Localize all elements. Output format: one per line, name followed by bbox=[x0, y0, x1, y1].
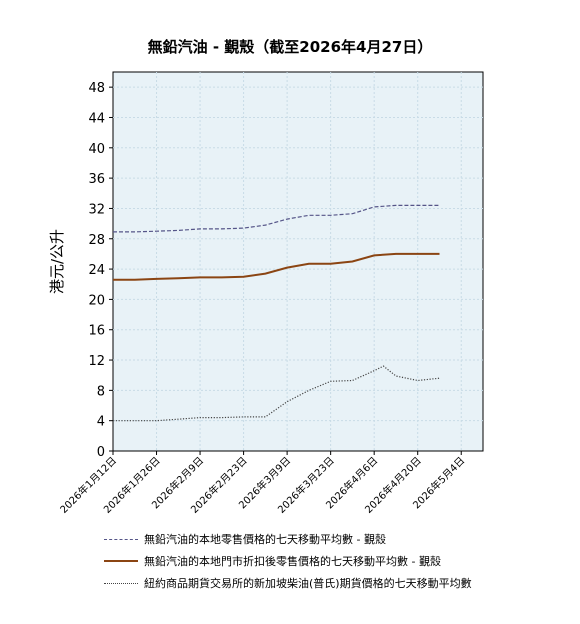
legend-item: 紐約商品期貨交易所的新加坡柴油(普氏)期貨價格的七天移動平均數 bbox=[104, 572, 574, 594]
series-discount-price bbox=[113, 252, 440, 281]
y-axis-label: 港元/公升 bbox=[48, 229, 66, 294]
y-tick-label: 0 bbox=[97, 445, 105, 460]
legend-label: 無鉛汽油的本地門市折扣後零售價格的七天移動平均數 - 覲殼 bbox=[144, 555, 441, 568]
legend-swatch-retail bbox=[104, 538, 138, 540]
legend-item: 無鉛汽油的本地門市折扣後零售價格的七天移動平均數 - 覲殼 bbox=[104, 550, 574, 572]
y-tick-label: 4 bbox=[97, 415, 105, 430]
y-tick-label: 24 bbox=[88, 263, 105, 278]
legend-item: 無鉛汽油的本地零售價格的七天移動平均數 - 覲殼 bbox=[104, 528, 574, 550]
chart-title: 無鉛汽油 - 覲殼（截至2026年4月27日） bbox=[147, 38, 433, 56]
legend-swatch-discount bbox=[104, 560, 138, 562]
series-retail-price bbox=[113, 204, 440, 233]
legend-swatch-futures bbox=[104, 582, 138, 584]
y-tick-label: 40 bbox=[88, 142, 105, 157]
y-tick-label: 48 bbox=[88, 81, 105, 96]
plot-area bbox=[112, 71, 484, 452]
y-tick-label: 8 bbox=[97, 384, 105, 399]
legend-label: 無鉛汽油的本地零售價格的七天移動平均數 - 覲殼 bbox=[144, 533, 386, 546]
y-tick-label: 32 bbox=[88, 202, 105, 217]
y-tick-label: 36 bbox=[88, 172, 105, 187]
y-tick-label: 12 bbox=[88, 354, 105, 369]
series-futures-price bbox=[113, 365, 440, 422]
y-tick-label: 16 bbox=[88, 324, 105, 339]
legend: 無鉛汽油的本地零售價格的七天移動平均數 - 覲殼 無鉛汽油的本地門市折扣後零售價… bbox=[104, 528, 574, 594]
y-tick-label: 20 bbox=[88, 293, 105, 308]
y-tick-label: 28 bbox=[88, 233, 105, 248]
legend-label: 紐約商品期貨交易所的新加坡柴油(普氏)期貨價格的七天移動平均數 bbox=[144, 577, 472, 590]
y-tick-label: 44 bbox=[88, 111, 105, 126]
